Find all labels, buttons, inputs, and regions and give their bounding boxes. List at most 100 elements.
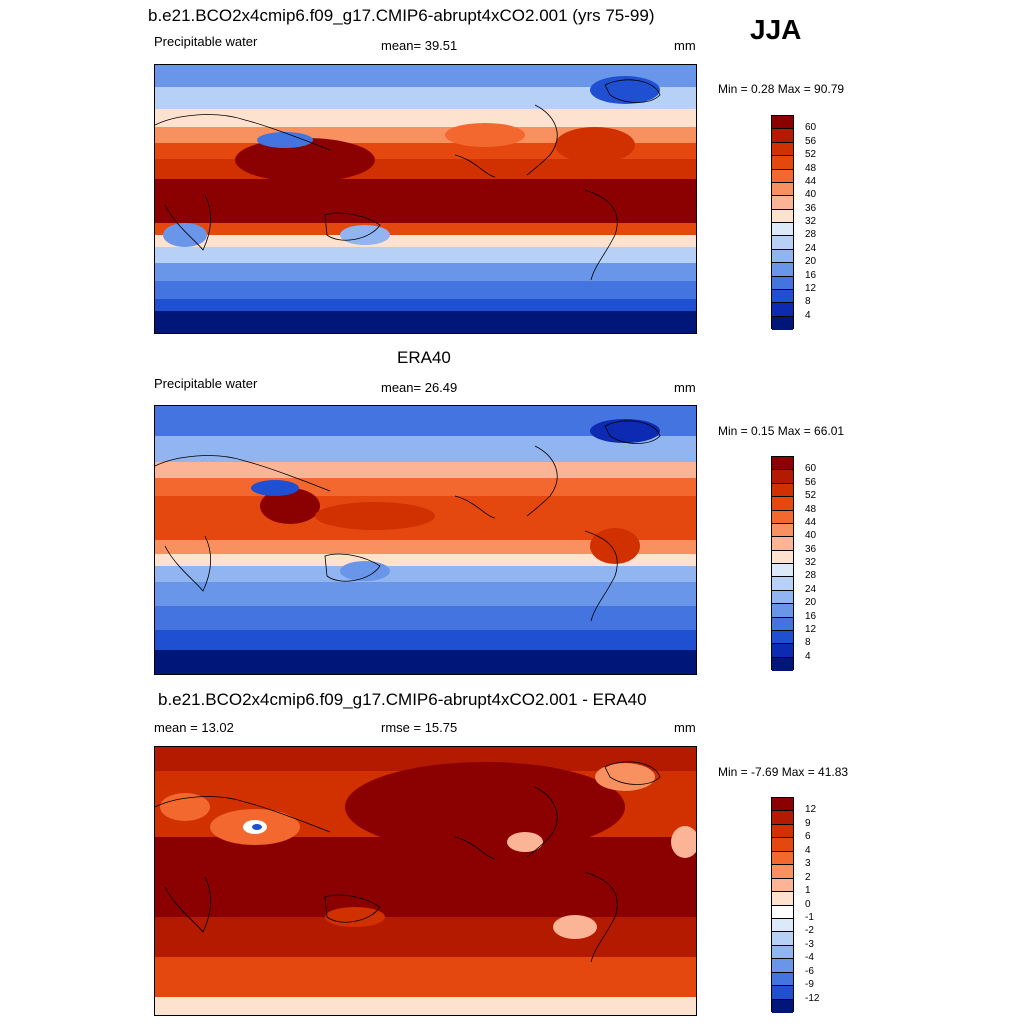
colorbar-swatch: [772, 523, 793, 538]
colorbar-swatch: [772, 932, 793, 946]
colorbar-tick-label: 60: [805, 122, 817, 134]
season-label: JJA: [750, 14, 802, 45]
variable-label: Precipitable water: [154, 34, 258, 49]
colorbar-diff: [771, 797, 794, 1013]
colorbar-swatch: [772, 236, 793, 250]
colorbar-swatch: [772, 223, 793, 237]
colorbar-tick-label: 40: [805, 189, 817, 201]
colorbar-model: [771, 115, 794, 330]
colorbar-swatch: [772, 945, 793, 960]
colorbar-swatch: [772, 617, 793, 631]
colorbar-tick-label: -1: [805, 911, 814, 923]
colorbar-tick-label: 2: [805, 871, 811, 883]
colorbar-swatch: [772, 470, 793, 484]
colorbar-tick-label: 8: [805, 637, 811, 649]
mean-label: mean= 26.49: [381, 380, 458, 395]
colorbar-tick-label: 60: [805, 463, 817, 475]
colorbar-tick-label: -9: [805, 979, 814, 991]
map-obs: [154, 405, 697, 675]
panel-title: ERA40: [397, 348, 451, 367]
colorbar-obs: [771, 456, 794, 671]
colorbar-tick-label: 36: [805, 202, 817, 214]
colorbar-tick-label: 1: [805, 885, 811, 897]
rmse-label: rmse = 15.75: [381, 720, 458, 735]
colorbar-swatch: [772, 497, 793, 511]
colorbar-swatch: [772, 303, 793, 317]
colorbar-swatch: [772, 196, 793, 210]
colorbar-swatch: [772, 811, 793, 825]
colorbar-tick-label: 52: [805, 149, 817, 161]
colorbar-swatch: [772, 644, 793, 658]
colorbar-swatch: [772, 918, 793, 933]
colorbar-tick-label: -2: [805, 925, 814, 937]
colorbar-swatch: [772, 630, 793, 645]
colorbar-tick-label: 20: [805, 597, 817, 609]
mean-label: mean= 39.51: [381, 38, 458, 53]
colorbar-tick-label: -4: [805, 952, 814, 964]
minmax-label: Min = -7.69 Max = 41.83: [718, 765, 849, 779]
colorbar-swatch: [772, 510, 793, 524]
colorbar-tick-label: 6: [805, 831, 811, 843]
colorbar-tick-label: 4: [805, 844, 811, 856]
colorbar-tick-label: 48: [805, 503, 817, 515]
colorbar-tick-label: 28: [805, 229, 817, 241]
colorbar-tick-label: -12: [805, 992, 820, 1004]
colorbar-swatch: [772, 824, 793, 839]
colorbar-tick-label: 56: [805, 476, 817, 488]
colorbar-tick-label: 16: [805, 610, 817, 622]
mean-label: mean = 13.02: [154, 720, 234, 735]
colorbar-swatch: [772, 457, 793, 471]
colorbar-swatch: [772, 550, 793, 564]
colorbar-tick-label: 12: [805, 623, 817, 635]
variable-label: Precipitable water: [154, 376, 258, 391]
colorbar-swatch: [772, 209, 793, 223]
colorbar-tick-label: 52: [805, 490, 817, 502]
colorbar-tick-label: 56: [805, 135, 817, 147]
colorbar-tick-label: 40: [805, 530, 817, 542]
colorbar-tick-label: 3: [805, 858, 811, 870]
colorbar-tick-label: 32: [805, 557, 817, 568]
colorbar-swatch: [772, 865, 793, 879]
units-label: mm: [674, 720, 696, 735]
colorbar-swatch: [772, 577, 793, 591]
colorbar-tick-label: 9: [805, 817, 811, 829]
colorbar-swatch: [772, 604, 793, 618]
colorbar-swatch: [772, 878, 793, 893]
colorbar-tick-label: 16: [805, 269, 817, 281]
panel-title: b.e21.BCO2x4cmip6.f09_g17.CMIP6-abrupt4x…: [158, 690, 647, 709]
colorbar-swatch: [772, 169, 793, 183]
colorbar-tick-label: 24: [805, 242, 817, 254]
minmax-label: Min = 0.15 Max = 66.01: [718, 424, 845, 438]
colorbar-swatch: [772, 905, 793, 919]
colorbar-tick-label: 44: [805, 516, 817, 528]
colorbar-tick-label: 12: [805, 804, 817, 816]
colorbar-swatch: [772, 142, 793, 157]
colorbar-swatch: [772, 249, 793, 264]
colorbar-swatch: [772, 892, 793, 906]
colorbar-tick-label: 4: [805, 309, 811, 321]
colorbar-swatch: [772, 657, 793, 671]
colorbar-swatch: [772, 798, 793, 812]
colorbar-swatch: [772, 483, 793, 498]
colorbar-tick-label: 24: [805, 583, 817, 595]
colorbar-swatch: [772, 116, 793, 130]
colorbar-tick-label: 48: [805, 162, 817, 174]
colorbar-swatch: [772, 129, 793, 143]
units-label: mm: [674, 38, 696, 53]
colorbar-swatch: [772, 851, 793, 866]
colorbar-swatch: [772, 276, 793, 290]
colorbar-tick-label: 8: [805, 296, 811, 308]
colorbar-tick-label: 28: [805, 570, 817, 582]
colorbar-tick-label: -3: [805, 938, 814, 950]
colorbar-swatch: [772, 537, 793, 551]
colorbar-tick-label: 36: [805, 543, 817, 555]
colorbar-tick-label: -6: [805, 965, 814, 977]
colorbar-swatch: [772, 590, 793, 605]
colorbar-tick-label: 4: [805, 650, 811, 662]
map-diff: [154, 746, 697, 1016]
colorbar-swatch: [772, 959, 793, 973]
colorbar-swatch: [772, 289, 793, 304]
colorbar-swatch: [772, 838, 793, 852]
units-label: mm: [674, 380, 696, 395]
colorbar-swatch: [772, 986, 793, 1000]
